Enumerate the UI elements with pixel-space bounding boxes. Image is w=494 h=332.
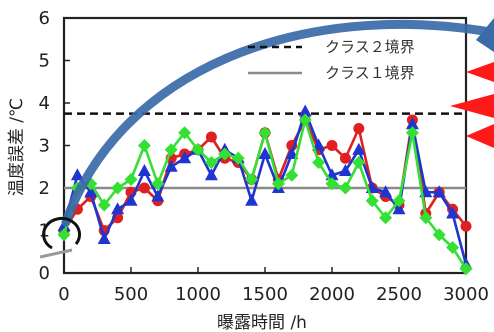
series-2-point: [405, 126, 419, 140]
series-2-point: [379, 211, 393, 225]
series-2-point: [271, 177, 285, 191]
series-1-point: [285, 147, 299, 159]
growth-arrow-head: [476, 18, 494, 52]
series-1-point: [111, 202, 125, 215]
series-2-line: [62, 118, 468, 270]
series-2-point: [164, 143, 178, 157]
red-marker-3: [466, 124, 494, 148]
series-1-point: [338, 164, 352, 176]
x-tick-label: 3000: [443, 284, 489, 305]
y-axis-title: 温度誤差 /℃: [7, 98, 27, 196]
y-tick-label: 0: [39, 263, 50, 284]
series-2-point: [285, 168, 299, 182]
series-2-point: [312, 156, 326, 169]
series-2-point: [151, 177, 165, 191]
series-0-point: [205, 131, 217, 143]
series-2-point: [325, 177, 339, 191]
series-1-point: [178, 151, 192, 164]
series-1-point: [446, 206, 460, 219]
series-2-point: [338, 181, 352, 195]
x-tick-label: 1500: [242, 284, 288, 305]
growth-arrow: [61, 19, 494, 227]
series-2-point: [191, 143, 205, 157]
series-1-point: [405, 117, 419, 130]
series-0-point: [353, 123, 365, 134]
legend-label-class2: クラス２境界: [325, 38, 415, 56]
y-tick-label: 5: [39, 51, 50, 72]
legend: クラス２境界 クラス１境界: [248, 38, 415, 82]
series-1-point: [84, 185, 98, 198]
series-1-point: [137, 164, 151, 176]
highlight-mark: [39, 248, 73, 259]
x-tick-label: 500: [114, 284, 148, 305]
series-2-point: [446, 241, 460, 254]
red-marker-1: [466, 62, 494, 82]
x-tick-label: 1000: [175, 284, 221, 305]
series-1-point: [298, 104, 312, 117]
series-1-point: [392, 202, 406, 215]
series-1-point: [432, 185, 446, 198]
series-2-point: [204, 156, 218, 169]
series-1-point: [70, 168, 84, 181]
series-2-point: [231, 151, 245, 165]
series-2-point: [365, 194, 379, 208]
series-0-point: [326, 140, 338, 151]
series-2-point: [459, 262, 473, 276]
series-0-point: [138, 182, 150, 194]
series-2-point: [218, 147, 232, 161]
series-2-point: [97, 198, 111, 212]
series-2-point: [392, 194, 406, 208]
series-1-point: [124, 193, 138, 206]
series-0-point: [339, 152, 351, 164]
y-tick-label: 2: [39, 178, 50, 199]
series-2-point: [352, 156, 366, 169]
x-tick-label: 0: [58, 284, 69, 305]
series-1-point: [352, 142, 366, 155]
red-marker-2: [450, 94, 494, 118]
series-2-point: [57, 228, 71, 242]
series-2-point: [432, 228, 446, 242]
series-1-point: [97, 232, 111, 244]
highlight-circle: [42, 217, 82, 250]
y-tick-label: 4: [39, 93, 50, 114]
x-tick-label: 2500: [376, 284, 422, 305]
series-2-point: [137, 139, 151, 152]
series-1-point: [312, 138, 326, 151]
series-1-point: [151, 189, 165, 202]
series-1-point: [204, 168, 218, 181]
series-2-point: [419, 211, 433, 225]
series-2-point: [178, 126, 192, 140]
series-2-point: [124, 173, 138, 186]
series-2-point: [245, 173, 259, 186]
series-0-point: [460, 220, 472, 232]
x-tick-label: 2000: [309, 284, 355, 305]
x-axis-title: 曝露時間 /h: [217, 313, 307, 332]
legend-label-class1: クラス１境界: [325, 64, 415, 82]
series-1-point: [258, 147, 272, 159]
series-1-point: [245, 193, 259, 206]
plot-frame: [62, 16, 468, 275]
series-2-point: [111, 181, 125, 195]
annotations: [39, 18, 494, 259]
series-1-point: [379, 185, 393, 198]
series-1-point: [164, 159, 178, 172]
y-tick-label: 6: [39, 8, 50, 29]
y-tick-label: 3: [39, 136, 50, 157]
series-2-point: [298, 113, 312, 127]
series-2-point: [258, 126, 272, 140]
